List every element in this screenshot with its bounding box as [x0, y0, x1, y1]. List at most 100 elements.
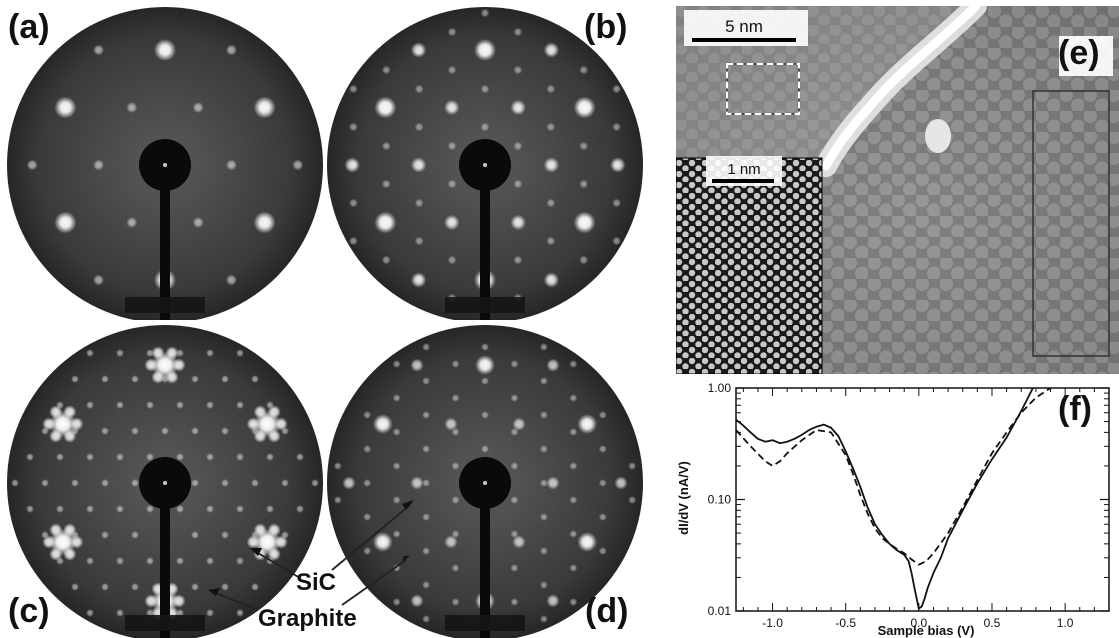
diffraction-spot [26, 159, 38, 171]
diffraction-spot [251, 582, 259, 591]
didv-chart: 0.01 0.10 1.00 -1.0 -0.5 0.0 0.5 1.0 Sample bia… [676, 381, 1110, 638]
diffraction-spot [144, 594, 158, 608]
diffraction-spot [236, 401, 244, 410]
diffraction-spot [176, 349, 184, 358]
panel-label-e: (e) [1058, 34, 1100, 72]
diffraction-spot [101, 531, 109, 539]
diffraction-spot [246, 535, 260, 549]
diffraction-spot [267, 429, 281, 443]
diffraction-spot [266, 401, 274, 410]
diffraction-spot [41, 427, 49, 435]
leed-panel-c [7, 325, 323, 638]
diffraction-spot [172, 358, 186, 372]
diffraction-spot [225, 274, 237, 286]
diffraction-spot [56, 505, 64, 513]
diffraction-spot [131, 427, 139, 435]
diffraction-spot [131, 531, 139, 539]
diffraction-spot [480, 122, 490, 132]
diffraction-spot [513, 27, 523, 37]
scale-label-1nm: 1 nm [727, 161, 760, 178]
diffraction-spot [546, 160, 556, 170]
diffraction-spot [546, 594, 560, 608]
diffraction-spot [251, 531, 259, 539]
diffraction-spot [363, 547, 372, 555]
diffraction-spot [481, 445, 489, 453]
diffraction-spot [146, 608, 154, 617]
diffraction-spot [376, 535, 390, 549]
diffraction-spot [86, 556, 94, 565]
diffraction-spot [93, 159, 105, 171]
diffraction-spot [481, 343, 489, 351]
diffraction-spot [381, 103, 391, 113]
diffraction-spot [116, 453, 124, 461]
panel-label-b: (b) [584, 8, 628, 46]
diffraction-spot [513, 179, 523, 189]
diffraction-spot [410, 358, 424, 372]
diffraction-spot [392, 360, 401, 368]
diffraction-spot [480, 46, 490, 56]
diffraction-spots [333, 343, 637, 623]
diffraction-spot [569, 394, 578, 402]
diffraction-spot [86, 453, 94, 461]
diffraction-spot [176, 453, 184, 461]
atomic-resolution-inset [676, 157, 823, 374]
diffraction-spot [292, 159, 304, 171]
diffraction-spot [131, 582, 139, 591]
diffraction-spot [546, 236, 556, 246]
diffraction-spot [221, 479, 229, 487]
diffraction-spot [381, 255, 391, 265]
diffraction-spot [414, 236, 424, 246]
diffraction-spot [579, 103, 589, 113]
diffraction-spot [146, 349, 154, 358]
x-tick-label: -0.5 [835, 616, 856, 630]
diffraction-spot [447, 255, 457, 265]
y-tick-label: 0.01 [708, 604, 732, 618]
panel-label-c: (c) [8, 592, 50, 630]
diffraction-spots [344, 8, 626, 320]
diffraction-spot [422, 445, 431, 453]
diffraction-spot [191, 479, 199, 487]
gun-holder [480, 503, 490, 638]
diffraction-spot [348, 198, 358, 208]
panel-label-d: (d) [585, 592, 629, 630]
diffraction-spot [131, 479, 139, 487]
diffraction-spot [510, 564, 519, 572]
diffraction-spot [296, 505, 304, 513]
diffraction-spot [236, 608, 244, 617]
diffraction-spot [176, 556, 184, 565]
diffraction-spot [259, 217, 271, 228]
diffraction-spot [447, 217, 457, 227]
leed-panel-a [7, 7, 323, 320]
diffraction-spot [569, 496, 578, 504]
diffraction-spot [481, 411, 489, 419]
diffraction-spot [221, 531, 229, 539]
diffraction-spot [614, 476, 628, 490]
diffraction-spot [451, 530, 460, 538]
diffraction-spot [225, 44, 237, 56]
diffraction-spot [221, 375, 229, 384]
diffraction-spot [101, 582, 109, 591]
diffraction-spot [176, 608, 184, 617]
diffraction-spot [221, 427, 229, 435]
diffraction-spot [410, 594, 424, 608]
diffraction-spot [70, 417, 84, 431]
graphite-label: Graphite [258, 605, 357, 632]
diffraction-spot [41, 531, 49, 539]
diffraction-spot [392, 598, 401, 606]
leed-panel-b [327, 7, 643, 320]
diffraction-spot [116, 349, 124, 358]
diffraction-spot [26, 505, 34, 513]
diffraction-spot [206, 453, 214, 461]
diffraction-spot [539, 411, 548, 419]
diffraction-spot [414, 46, 424, 56]
diffraction-spot [546, 46, 556, 56]
diffraction-spot [146, 453, 154, 461]
chart-ylabel: dI/dV (nA/V) [676, 461, 691, 535]
diffraction-spot [63, 547, 77, 561]
diffraction-spot [86, 608, 94, 617]
diffraction-spot [172, 594, 186, 608]
diffraction-spot [546, 122, 556, 132]
x-tick-label: -1.0 [762, 616, 783, 630]
diffraction-spot [510, 428, 519, 436]
diffraction-spot [116, 556, 124, 565]
